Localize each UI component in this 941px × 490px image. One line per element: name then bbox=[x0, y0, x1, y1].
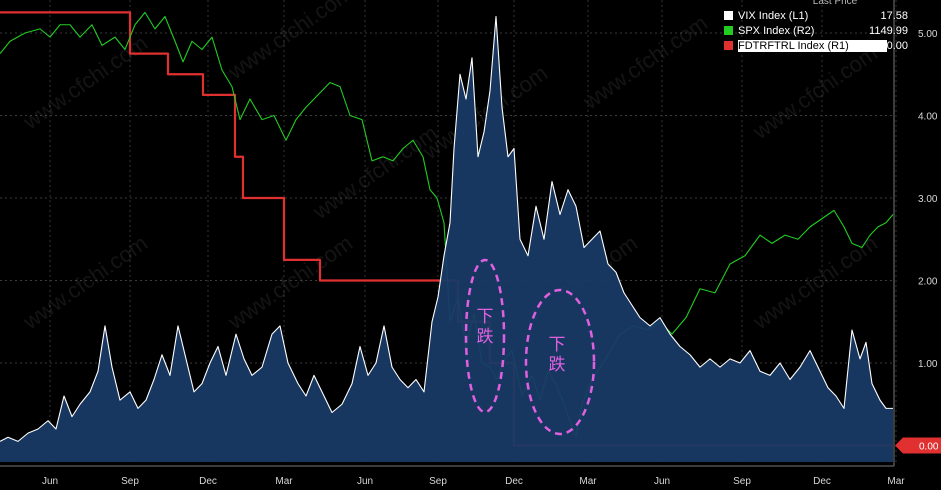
annotation-text: 下 bbox=[477, 307, 494, 327]
x-tick-label: Dec bbox=[199, 476, 217, 487]
annotation-text: 下 bbox=[549, 335, 566, 355]
x-tick-label: Mar bbox=[275, 476, 293, 487]
current-value-label: 0.00 bbox=[919, 442, 939, 453]
legend-item-fdtrftrl: FDTRFTRL Index (R1) 0.00 bbox=[720, 38, 910, 53]
legend-item-vix: VIX Index (L1) 17.58 bbox=[720, 8, 910, 23]
x-tick-label: Sep bbox=[121, 476, 139, 487]
series-layer bbox=[0, 11, 894, 462]
legend-item-value: 1149.99 bbox=[869, 24, 908, 37]
x-tick-label: Jun bbox=[42, 476, 58, 487]
annotation-ellipse bbox=[524, 288, 596, 436]
y-tick-label: 1.00 bbox=[918, 359, 938, 370]
legend-item-value: 17.58 bbox=[880, 9, 908, 22]
annotation-ellipse bbox=[464, 258, 506, 414]
annotations: 下跌 下跌 bbox=[464, 258, 596, 436]
legend-header: Last Price bbox=[812, 0, 858, 7]
x-tick-label: Sep bbox=[733, 476, 751, 487]
series-area-vix bbox=[0, 16, 893, 462]
legend-item-value: 0.00 bbox=[886, 39, 908, 52]
x-tick-label: Dec bbox=[505, 476, 523, 487]
legend-item-spx: SPX Index (R2) 1149.99 bbox=[720, 23, 910, 38]
x-tick-label: Jun bbox=[357, 476, 373, 487]
x-tick-label: Mar bbox=[579, 476, 597, 487]
y-tick-label: 2.00 bbox=[918, 277, 938, 288]
x-tick-label: Jun bbox=[654, 476, 670, 487]
x-tick-label: Sep bbox=[429, 476, 447, 487]
legend-item-name: SPX Index (R2) bbox=[738, 24, 815, 37]
legend: Last Price VIX Index (L1) 17.58 SPX Inde… bbox=[720, 0, 910, 53]
x-tick-label: Dec bbox=[813, 476, 831, 487]
current-value-tag bbox=[895, 437, 941, 454]
series-line-vix bbox=[0, 15, 893, 442]
annotation-text: 跌 bbox=[549, 355, 566, 375]
annotation-text: 跌 bbox=[477, 327, 494, 347]
legend-item-name: VIX Index (L1) bbox=[738, 9, 809, 22]
y-tick-label: 5.00 bbox=[918, 29, 938, 40]
y-tick-label: 3.00 bbox=[918, 194, 938, 205]
x-tick-label: Mar bbox=[887, 476, 905, 487]
y-tick-label: 4.00 bbox=[918, 112, 938, 123]
legend-swatch bbox=[724, 41, 733, 50]
legend-swatch bbox=[724, 11, 733, 20]
legend-swatch bbox=[724, 26, 733, 35]
legend-item-name: FDTRFTRL Index (R1) bbox=[738, 39, 887, 52]
